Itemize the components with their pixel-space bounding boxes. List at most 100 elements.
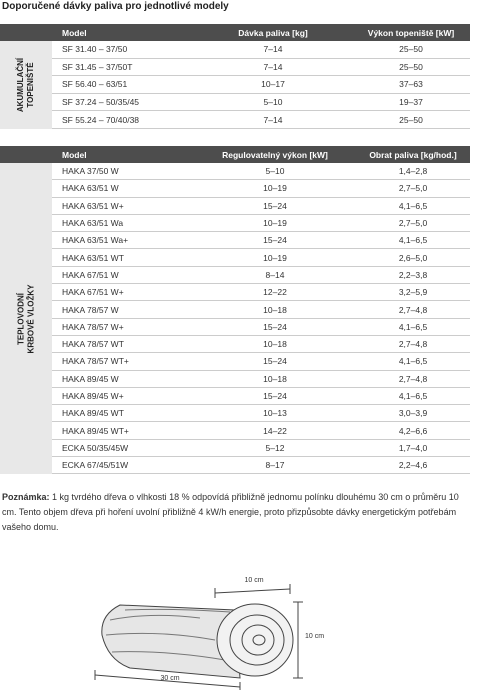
table-cell: 8–14: [265, 269, 285, 280]
column-header: Obrat paliva [kg/hod.]: [369, 149, 457, 160]
table-cell: 10–19: [263, 218, 287, 229]
group-label: AKUMULAČNÍ TOPENIŠTĚ: [16, 58, 36, 112]
table-row: SF 56.40 – 63/51 10–17 37–63: [52, 76, 470, 94]
column-header: Regulovatelný výkon [kW]: [222, 149, 328, 160]
group-label-line: TEPLOVODNÍ: [16, 292, 25, 345]
table-cell: SF 56.40 – 63/51: [62, 79, 128, 90]
table-row: HAKA 89/45 WT+ 14–22 4,2–6,6: [52, 423, 470, 440]
column-header: Model: [62, 149, 87, 160]
table-cell: 1,4–2,8: [398, 166, 428, 177]
table-row: HAKA 67/51 W 8–14 2,2–3,8: [52, 267, 470, 285]
table-cell: HAKA 63/51 Wa+: [62, 235, 129, 246]
table-row: SF 37.24 – 50/35/45 5–10 19–37: [52, 94, 470, 112]
table-row: HAKA 89/45 WT 10–13 3,0–3,9: [52, 405, 470, 423]
title: Doporučené dávky paliva pro jednotlivé m…: [2, 1, 229, 12]
log-figure: 10 cm 10 cm 30 cm: [94, 577, 324, 690]
column-header: Model: [62, 27, 87, 38]
header-row: Model Regulovatelný výkon [kW] Obrat paliv…: [0, 146, 470, 163]
table-cell: 2,6–5,0: [398, 252, 428, 263]
table-row: SF 31.45 – 37/50T 7–14 25–50: [52, 59, 470, 77]
table-cell: 10–18: [263, 373, 287, 384]
group-cell: AKUMULAČNÍ TOPENIŠTĚ: [0, 41, 52, 129]
table-cell: 15–24: [263, 391, 287, 402]
table-cell: 25–50: [399, 44, 423, 55]
table-cell: 5–10: [263, 97, 283, 108]
table-row: HAKA 63/51 WT 10–19 2,6–5,0: [52, 250, 470, 267]
table-cell: 2,7–4,8: [398, 339, 428, 350]
table-cell: 15–24: [263, 235, 287, 246]
table-cell: ECKA 67/45/51W: [62, 460, 129, 471]
table-cell: 7–14: [263, 114, 283, 125]
table-cell: 2,7–4,8: [398, 373, 428, 384]
table-cell: 4,1–6,5: [398, 321, 428, 332]
group-label-line: KRBOVÉ VLOŽKY: [26, 284, 35, 354]
table-cell: HAKA 67/51 W+: [62, 287, 124, 298]
table-cell: 10–17: [261, 79, 285, 90]
table-row: SF 31.40 – 37/50 7–14 25–50: [52, 41, 470, 59]
table-row: ECKA 67/45/51W 8–17 2,2–4,6: [52, 457, 470, 475]
group-cell: TEPLOVODNÍ KRBOVÉ VLOŽKY: [0, 163, 52, 475]
table-cell: 25–50: [399, 114, 423, 125]
table-cell: 2,2–3,8: [398, 269, 428, 280]
table-row: ECKA 50/35/45W 5–12 1,7–4,0: [52, 440, 470, 458]
table-cell: 2,7–5,0: [398, 218, 428, 229]
table-cell: 10–19: [263, 183, 287, 194]
table: Model Dávka paliva [kg] Výkon topeniště [k…: [0, 24, 470, 129]
table-cell: SF 37.24 – 50/35/45: [62, 97, 140, 108]
column-header: Výkon topeniště [kW]: [367, 27, 455, 38]
table-row: SF 55.24 – 70/40/38 7–14 25–50: [52, 111, 470, 129]
table-cell: HAKA 89/45 WT+: [62, 425, 129, 436]
table-row: HAKA 78/57 W+ 15–24 4,1–6,5: [52, 319, 470, 336]
group-label-line: AKUMULAČNÍ: [16, 57, 25, 113]
table-cell: 4,1–6,5: [398, 356, 428, 367]
table-cell: ECKA 50/35/45W: [62, 442, 129, 453]
table-cell: SF 55.24 – 70/40/38: [62, 114, 140, 125]
table-row: HAKA 63/51 Wa 10–19 2,7–5,0: [52, 215, 470, 233]
table-cell: 5–12: [265, 442, 285, 453]
group-label-line: TOPENIŠTĚ: [26, 62, 35, 108]
table-cell: 10–19: [263, 252, 287, 263]
table-cell: HAKA 63/51 WT: [62, 252, 124, 263]
table-cell: 15–24: [263, 200, 287, 211]
table-cell: 37–63: [399, 79, 423, 90]
table-cell: HAKA 63/51 W+: [62, 200, 124, 211]
table: Model Regulovatelný výkon [kW] Obrat paliv…: [0, 146, 470, 475]
table-cell: 10–18: [263, 304, 287, 315]
table-row: HAKA 78/57 WT+ 15–24 4,1–6,5: [52, 353, 470, 371]
table-cell: 4,2–6,6: [398, 425, 428, 436]
table-row: HAKA 63/51 W 10–19 2,7–5,0: [52, 180, 470, 198]
note-label: Poznámka:: [2, 492, 50, 502]
table-cell: HAKA 67/51 W: [62, 269, 119, 280]
table-cell: HAKA 78/57 WT: [62, 339, 124, 350]
width-label: 10 cm: [244, 577, 263, 584]
table-cell: 14–22: [263, 425, 287, 436]
table-cell: HAKA 89/45 W+: [62, 391, 124, 402]
table-row: HAKA 37/50 W 5–10 1,4–2,8: [52, 163, 470, 181]
table-cell: 2,2–4,6: [398, 460, 428, 471]
table-cell: 4,1–6,5: [398, 200, 428, 211]
table-cell: HAKA 78/57 W+: [62, 321, 124, 332]
table-cell: 12–22: [263, 287, 287, 298]
table-row: HAKA 89/45 W 10–18 2,7–4,8: [52, 371, 470, 388]
height-label: 10 cm: [305, 633, 324, 640]
table-cell: 4,1–6,5: [398, 235, 428, 246]
table-cell: 10–13: [263, 408, 287, 419]
table-cell: 2,7–5,0: [398, 183, 428, 194]
table-row: HAKA 89/45 W+ 15–24 4,1–6,5: [52, 388, 470, 406]
table-cell: HAKA 78/57 WT+: [62, 356, 129, 367]
table-row: HAKA 78/57 WT 10–18 2,7–4,8: [52, 336, 470, 354]
group-label: TEPLOVODNÍ KRBOVÉ VLOŽKY: [16, 284, 36, 353]
table-cell: 10–18: [263, 339, 287, 350]
table-cell: SF 31.40 – 37/50: [62, 44, 128, 55]
table-cell: HAKA 37/50 W: [62, 166, 119, 177]
column-header: Dávka paliva [kg]: [238, 27, 308, 38]
header-row: Model Dávka paliva [kg] Výkon topeniště [k…: [0, 24, 470, 41]
table-cell: 25–50: [399, 61, 423, 72]
table-cell: SF 31.45 – 37/50T: [62, 61, 133, 72]
table-row: HAKA 78/57 W 10–18 2,7–4,8: [52, 301, 470, 319]
table-cell: 19–37: [399, 97, 423, 108]
table-cell: 3,2–5,9: [398, 287, 428, 298]
note: Poznámka: 1 kg tvrdého dřeva o vlhkosti …: [2, 490, 472, 535]
table-cell: 8–17: [265, 460, 285, 471]
